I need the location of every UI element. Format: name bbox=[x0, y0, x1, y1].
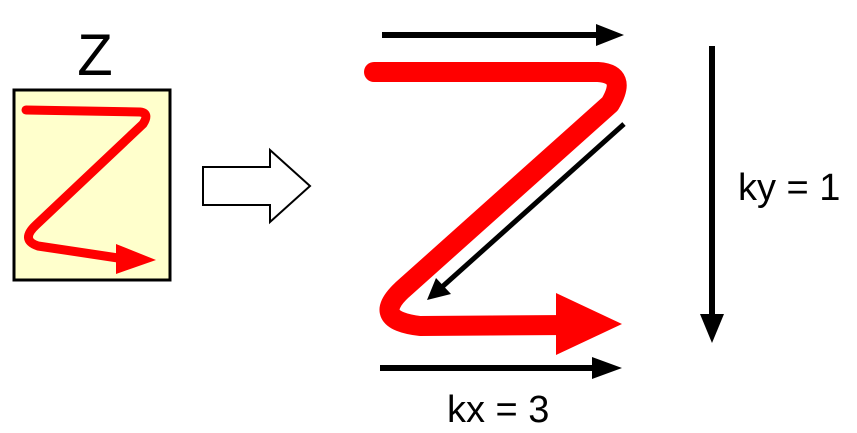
small-red-arrowhead bbox=[116, 244, 156, 274]
hollow-right-arrow-icon bbox=[202, 147, 312, 225]
vertical-arrowhead bbox=[700, 314, 724, 343]
top-row-arrowhead bbox=[596, 24, 624, 46]
small-red-z-path bbox=[21, 105, 151, 263]
kx-label: kx = 3 bbox=[447, 389, 549, 431]
bottom-row-arrowhead bbox=[592, 357, 622, 379]
big-red-z-path bbox=[364, 62, 627, 336]
ky-label: ky = 1 bbox=[738, 167, 840, 209]
z-letter-label: Z bbox=[77, 23, 112, 88]
big-red-arrowhead bbox=[556, 293, 622, 355]
diagonal-arrowhead bbox=[427, 278, 451, 300]
diagonal-arrow-line bbox=[440, 122, 626, 289]
